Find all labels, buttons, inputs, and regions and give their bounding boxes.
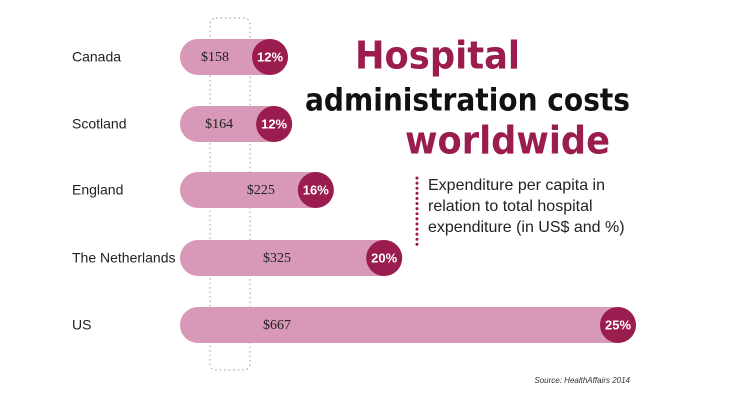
value-label: $164 xyxy=(205,117,233,132)
bar xyxy=(180,172,334,208)
share-label: 12% xyxy=(257,49,283,64)
bar xyxy=(180,307,636,343)
share-badge xyxy=(256,106,293,142)
category-label: US xyxy=(72,317,91,333)
category-label: The Netherlands xyxy=(72,250,176,266)
title-line: Hospital xyxy=(355,34,520,78)
share-badge xyxy=(297,172,334,208)
subtitle-line: Expenditure per capita in xyxy=(428,177,605,194)
share-badge xyxy=(600,307,636,343)
share-label: 12% xyxy=(261,116,287,131)
bar xyxy=(180,240,403,276)
category-label: England xyxy=(72,182,123,198)
share-badge xyxy=(252,39,289,75)
title-line: administration costs xyxy=(305,83,630,119)
share-label: 16% xyxy=(303,182,329,197)
value-label: $158 xyxy=(201,50,229,65)
share-badge xyxy=(366,240,403,276)
category-label: Canada xyxy=(72,49,121,65)
value-label: $667 xyxy=(263,318,291,333)
subtitle-line: relation to total hospital xyxy=(428,198,593,215)
category-label: Scotland xyxy=(72,116,126,132)
share-label: 20% xyxy=(371,250,397,265)
share-label: 25% xyxy=(605,317,631,332)
subtitle-line: expenditure (in US$ and %) xyxy=(428,219,625,236)
value-label: $325 xyxy=(263,251,291,266)
value-label: $225 xyxy=(247,183,275,198)
title-line: worldwide xyxy=(405,119,610,163)
source: Source: HealthAffairs 2014 xyxy=(534,376,630,385)
